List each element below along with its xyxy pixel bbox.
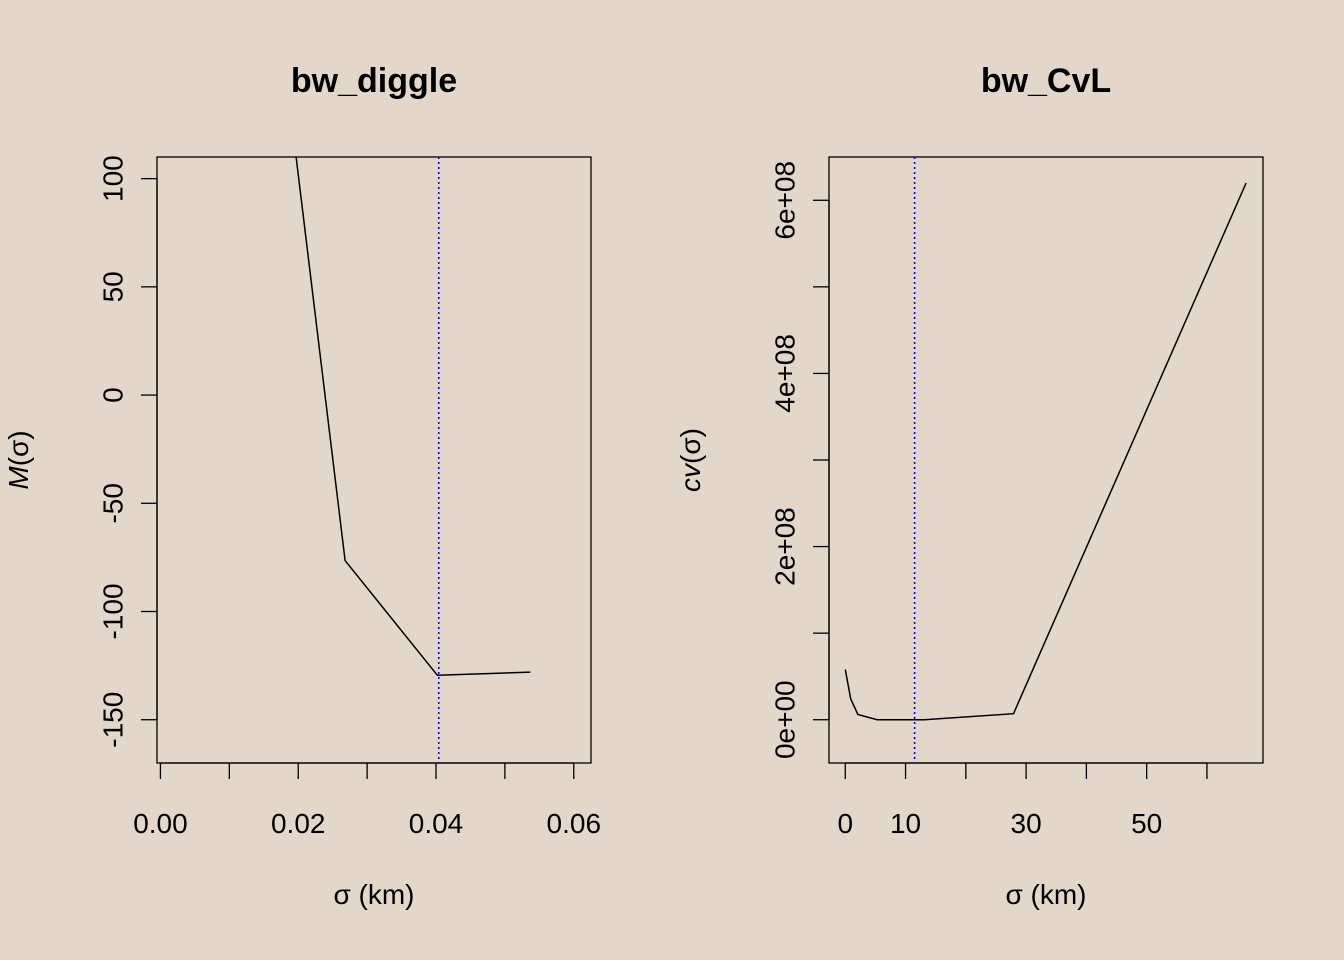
marks [845,157,1246,763]
marks [295,146,531,763]
y-tick-label: -50 [98,483,129,523]
y-tick-label: 6e+08 [770,161,801,240]
panel-bw-cvl: bw_CvL 0 10 30 50 0e+00 2e+08 4e+08 6e+08 σ (k… [675,62,1263,910]
plot-frame [829,157,1263,763]
y-tick-label: 4e+08 [770,334,801,413]
y-axis-label-arg: (σ) [3,430,34,466]
y-tick-label: -100 [98,583,129,639]
y-axis-label: cv(σ) [675,428,706,492]
x-tick-label: 0.00 [133,808,188,839]
series-line [295,146,531,675]
x-tick-label: 0.06 [547,808,602,839]
y-tick-label: 2e+08 [770,507,801,586]
y-tick-label: 50 [98,271,129,302]
y-tick-label: 0 [98,387,129,403]
y-axis-label-func: cv [675,462,706,492]
y-tick-label: 0e+00 [770,680,801,759]
x-tick-label: 10 [890,808,921,839]
x-tick-label: 0.04 [409,808,464,839]
plot-area [845,157,1246,763]
y-axis: 100 50 0 -50 -100 -150 [98,155,158,747]
x-axis: 0.00 0.02 0.04 0.06 [133,763,601,839]
x-tick-label: 0.02 [271,808,326,839]
panel-bw-diggle: bw_diggle 0.00 0.02 0.04 0.06 100 50 0 -50 -100… [3,62,601,910]
x-tick-label: 30 [1011,808,1042,839]
x-axis-label: σ (km) [333,879,414,910]
y-axis-label-arg: (σ) [675,428,706,464]
x-tick-label: 50 [1131,808,1162,839]
y-axis-label: M(σ) [3,430,34,489]
y-axis: 0e+00 2e+08 4e+08 6e+08 [770,161,830,759]
series-line [845,183,1246,720]
y-axis-label-func: M [3,466,34,490]
chart-title: bw_diggle [291,62,457,100]
y-tick-label: -150 [98,692,129,748]
x-tick-label: 0 [837,808,853,839]
x-axis-label: σ (km) [1005,879,1086,910]
chart-title: bw_CvL [981,62,1111,100]
plot-area [295,146,531,763]
y-tick-label: 100 [98,155,129,202]
x-axis: 0 10 30 50 [837,763,1206,839]
